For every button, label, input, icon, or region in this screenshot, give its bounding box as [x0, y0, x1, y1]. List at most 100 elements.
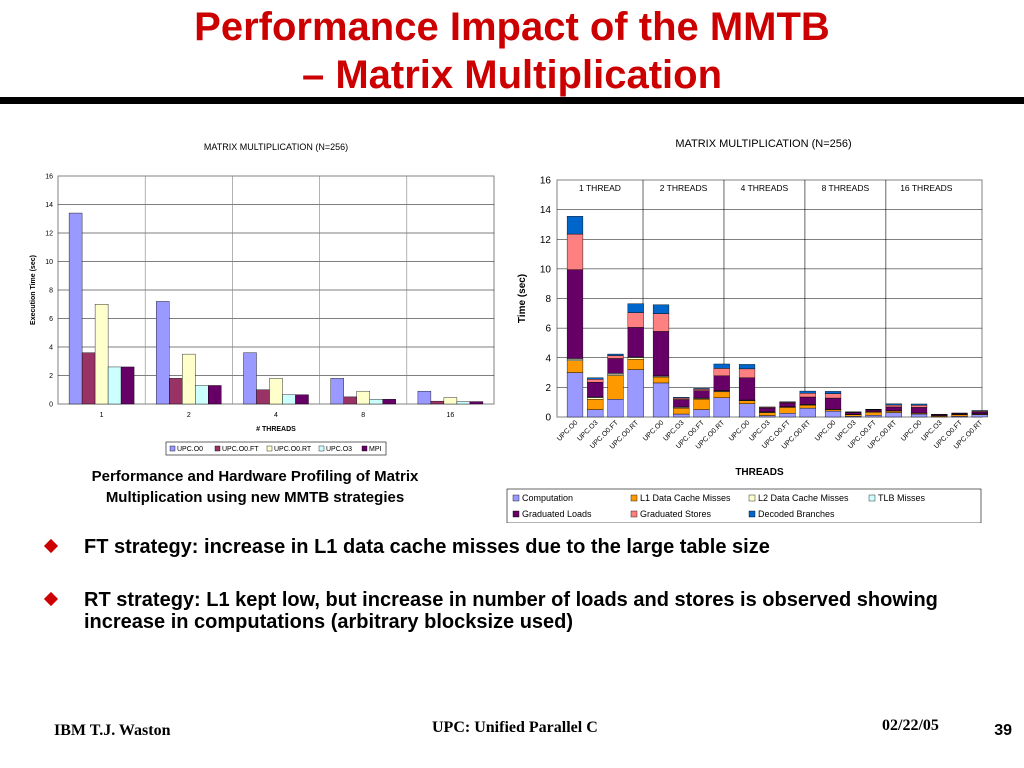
- caption-line-1: Performance and Hardware Profiling of Ma…: [91, 468, 419, 485]
- stacked-segment: [738, 364, 756, 370]
- stacked-segment: [627, 327, 644, 358]
- right-chart: MATRIX MULTIPLICATION (N=256) 0 2 4 6 8 10 12 14…: [506, 138, 988, 523]
- stacked-segment: [652, 313, 670, 332]
- legend-swatch: [630, 494, 638, 502]
- legend-swatch: [630, 510, 638, 518]
- stacked-segment: [566, 233, 584, 270]
- x-tick-label: 16: [447, 412, 455, 419]
- x-axis-label: # THREADS: [256, 426, 296, 433]
- stacked-segment: [607, 399, 624, 418]
- chart-caption: Performance and Hardware Profiling of Ma…: [60, 466, 450, 508]
- legend-box: [506, 488, 982, 523]
- y-tick-label: 6: [545, 324, 551, 335]
- stacked-segment: [652, 382, 670, 418]
- footer-date: 02/22/05: [882, 717, 939, 734]
- stacked-segment: [738, 377, 756, 401]
- legend-swatch: [361, 445, 368, 452]
- stacked-segment: [865, 415, 882, 418]
- y-axis-label: Execution Time (sec): [30, 255, 37, 325]
- caption-line-2: Multiplication using new MMTB strategies: [105, 489, 405, 506]
- stacked-segment: [824, 410, 842, 418]
- diamond-bullet-icon: [43, 538, 59, 554]
- bar: [430, 400, 445, 405]
- stacked-segment: [799, 407, 816, 418]
- stacked-segment: [566, 216, 584, 235]
- stacked-segment: [738, 403, 756, 418]
- stacked-segment: [971, 410, 988, 412]
- bar: [256, 389, 270, 405]
- bar: [182, 353, 196, 405]
- bar: [369, 399, 383, 405]
- stacked-segment: [713, 363, 730, 369]
- y-tick-label: 0: [49, 402, 53, 409]
- stacked-segment: [824, 397, 842, 410]
- footer-left: IBM T.J. Waston: [54, 722, 171, 739]
- chart-title: MATRIX MULTIPLICATION (N=256): [204, 142, 348, 152]
- stacked-segment: [799, 396, 816, 405]
- stacked-segment: [951, 414, 968, 417]
- x-tick-label: UPC.O0: [814, 419, 837, 442]
- bar: [156, 301, 170, 405]
- legend-swatch: [748, 494, 756, 502]
- stacked-segment: [910, 413, 928, 418]
- stacked-segment: [587, 381, 604, 398]
- y-tick-label: 4: [49, 345, 53, 352]
- bullet-2-text: RT strategy: L1 kept low, but increase i…: [84, 589, 938, 633]
- y-tick-label: 2: [545, 383, 551, 394]
- stacked-segment: [885, 412, 902, 418]
- stacked-segment: [673, 399, 690, 408]
- page-number: 39: [994, 722, 1012, 739]
- stacked-segment: [865, 409, 882, 413]
- legend-swatch: [868, 494, 876, 502]
- stacked-segment: [566, 372, 584, 418]
- x-tick-label: UPC.O0: [900, 419, 923, 442]
- stacked-segment: [759, 412, 776, 416]
- title-divider: [0, 97, 1024, 104]
- stacked-segment: [971, 411, 988, 414]
- diamond-bullet-icon: [43, 591, 59, 607]
- bar: [243, 352, 257, 405]
- stacked-segment: [799, 390, 816, 394]
- stacked-segment: [566, 360, 584, 373]
- stacked-segment: [587, 399, 604, 410]
- y-tick-label: 16: [540, 176, 552, 187]
- legend-label: Graduated Stores: [640, 509, 712, 519]
- legend-swatch: [318, 445, 325, 452]
- legend-label: UPC.O0: [177, 446, 203, 453]
- left-chart: MATRIX MULTIPLICATION (N=256)02468101214…: [30, 142, 495, 456]
- y-tick-label: 16: [45, 174, 53, 181]
- y-axis-label: Time (sec): [517, 274, 528, 323]
- stacked-segment: [627, 357, 644, 360]
- group-label: 2 THREADS: [660, 183, 708, 193]
- x-tick-label: UPC.O0: [556, 419, 579, 442]
- legend-label: UPC.O0.RT: [274, 446, 312, 453]
- stacked-segment: [759, 407, 776, 413]
- stacked-segment: [713, 391, 730, 398]
- bar: [295, 394, 309, 405]
- y-tick-label: 6: [49, 316, 53, 323]
- stacked-segment: [693, 388, 710, 390]
- legend-label: Graduated Loads: [522, 509, 592, 519]
- legend-swatch: [512, 510, 520, 518]
- legend-swatch: [214, 445, 221, 452]
- bar: [68, 212, 83, 405]
- stacked-segment: [627, 369, 644, 418]
- group-label: 4 THREADS: [741, 183, 789, 193]
- legend-box: [165, 441, 387, 456]
- bar: [195, 385, 209, 405]
- stacked-segment: [799, 404, 816, 409]
- stacked-segment: [652, 376, 670, 384]
- bar: [94, 304, 109, 405]
- stacked-segment: [673, 407, 690, 415]
- y-tick-label: 4: [545, 353, 551, 364]
- x-tick-label: 8: [361, 412, 365, 419]
- stacked-segment: [607, 358, 624, 374]
- legend-label: MPI: [369, 446, 382, 453]
- stacked-segment: [885, 410, 902, 413]
- stacked-segment: [824, 391, 842, 394]
- stacked-segment: [971, 414, 988, 418]
- stacked-segment: [845, 412, 862, 415]
- bar: [417, 390, 432, 405]
- group-label: 1 THREAD: [579, 183, 621, 193]
- stacked-segment: [865, 412, 882, 416]
